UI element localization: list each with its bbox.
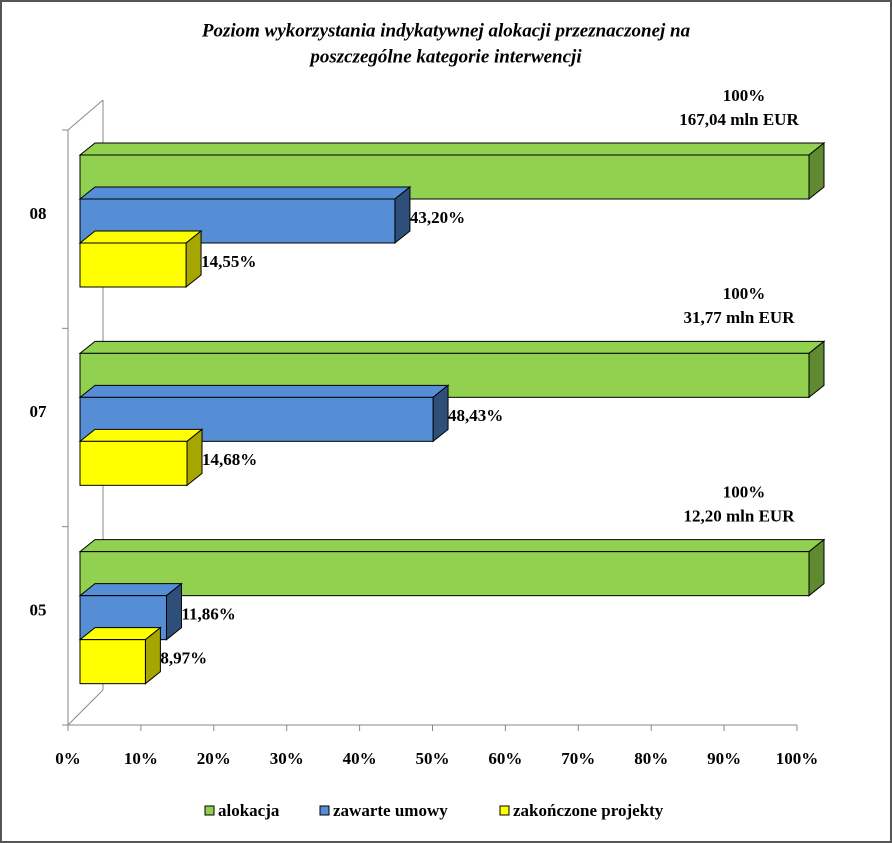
bar-top (78, 583, 183, 597)
x-tick-label: 30% (270, 749, 304, 768)
bar (78, 384, 450, 443)
bar-front (79, 440, 188, 486)
legend-swatch (204, 805, 215, 816)
bar-top (78, 186, 412, 200)
chart-title: Poziom wykorzystania indykatywnej alokac… (201, 20, 691, 41)
value-label: 100% (723, 284, 766, 303)
bar-front (79, 551, 810, 597)
y-tick-label: 08 (30, 204, 47, 223)
legend-swatch (499, 805, 510, 816)
x-tick-label: 70% (561, 749, 595, 768)
x-tick-label: 90% (707, 749, 741, 768)
bar-top (78, 384, 450, 398)
value-label: 48,43% (448, 406, 503, 425)
amount-label: 31,77 mln EUR (684, 308, 796, 327)
bar-front (79, 242, 187, 288)
bar-front (79, 639, 146, 685)
bar-top (78, 428, 204, 442)
bar-top (78, 230, 203, 244)
legend-label: zakończone projekty (513, 801, 664, 820)
x-tick-label: 80% (634, 749, 668, 768)
bar (78, 229, 203, 289)
value-label: 14,68% (202, 450, 257, 469)
x-tick-label: 40% (343, 749, 377, 768)
value-label: 14,55% (201, 252, 256, 271)
value-label: 11,86% (181, 605, 235, 624)
legend-label: alokacja (218, 801, 280, 820)
bar (78, 538, 826, 597)
value-label: 8,97% (160, 649, 207, 668)
bar (78, 626, 162, 685)
legend-label: zawarte umowy (333, 801, 448, 820)
amount-label: 12,20 mln EUR (684, 507, 796, 526)
bar-front (79, 396, 434, 442)
y-tick-label: 07 (30, 402, 48, 421)
x-tick-label: 100% (776, 749, 819, 768)
bar-top (78, 142, 826, 156)
x-tick-label: 60% (488, 749, 522, 768)
y-tick-label: 05 (30, 601, 47, 620)
value-label: 100% (723, 86, 766, 105)
bar-top (78, 340, 826, 354)
legend-swatch (319, 805, 330, 816)
bar (78, 428, 204, 487)
x-tick-label: 20% (197, 749, 231, 768)
chart-title: poszczególne kategorie interwencji (308, 46, 582, 67)
x-tick-label: 50% (416, 749, 450, 768)
value-label: 43,20% (410, 208, 465, 227)
amount-label: 167,04 mln EUR (679, 110, 799, 129)
x-tick-label: 10% (124, 749, 158, 768)
bar-top (78, 539, 826, 553)
x-tick-label: 0% (55, 749, 81, 768)
value-label: 100% (723, 483, 766, 502)
